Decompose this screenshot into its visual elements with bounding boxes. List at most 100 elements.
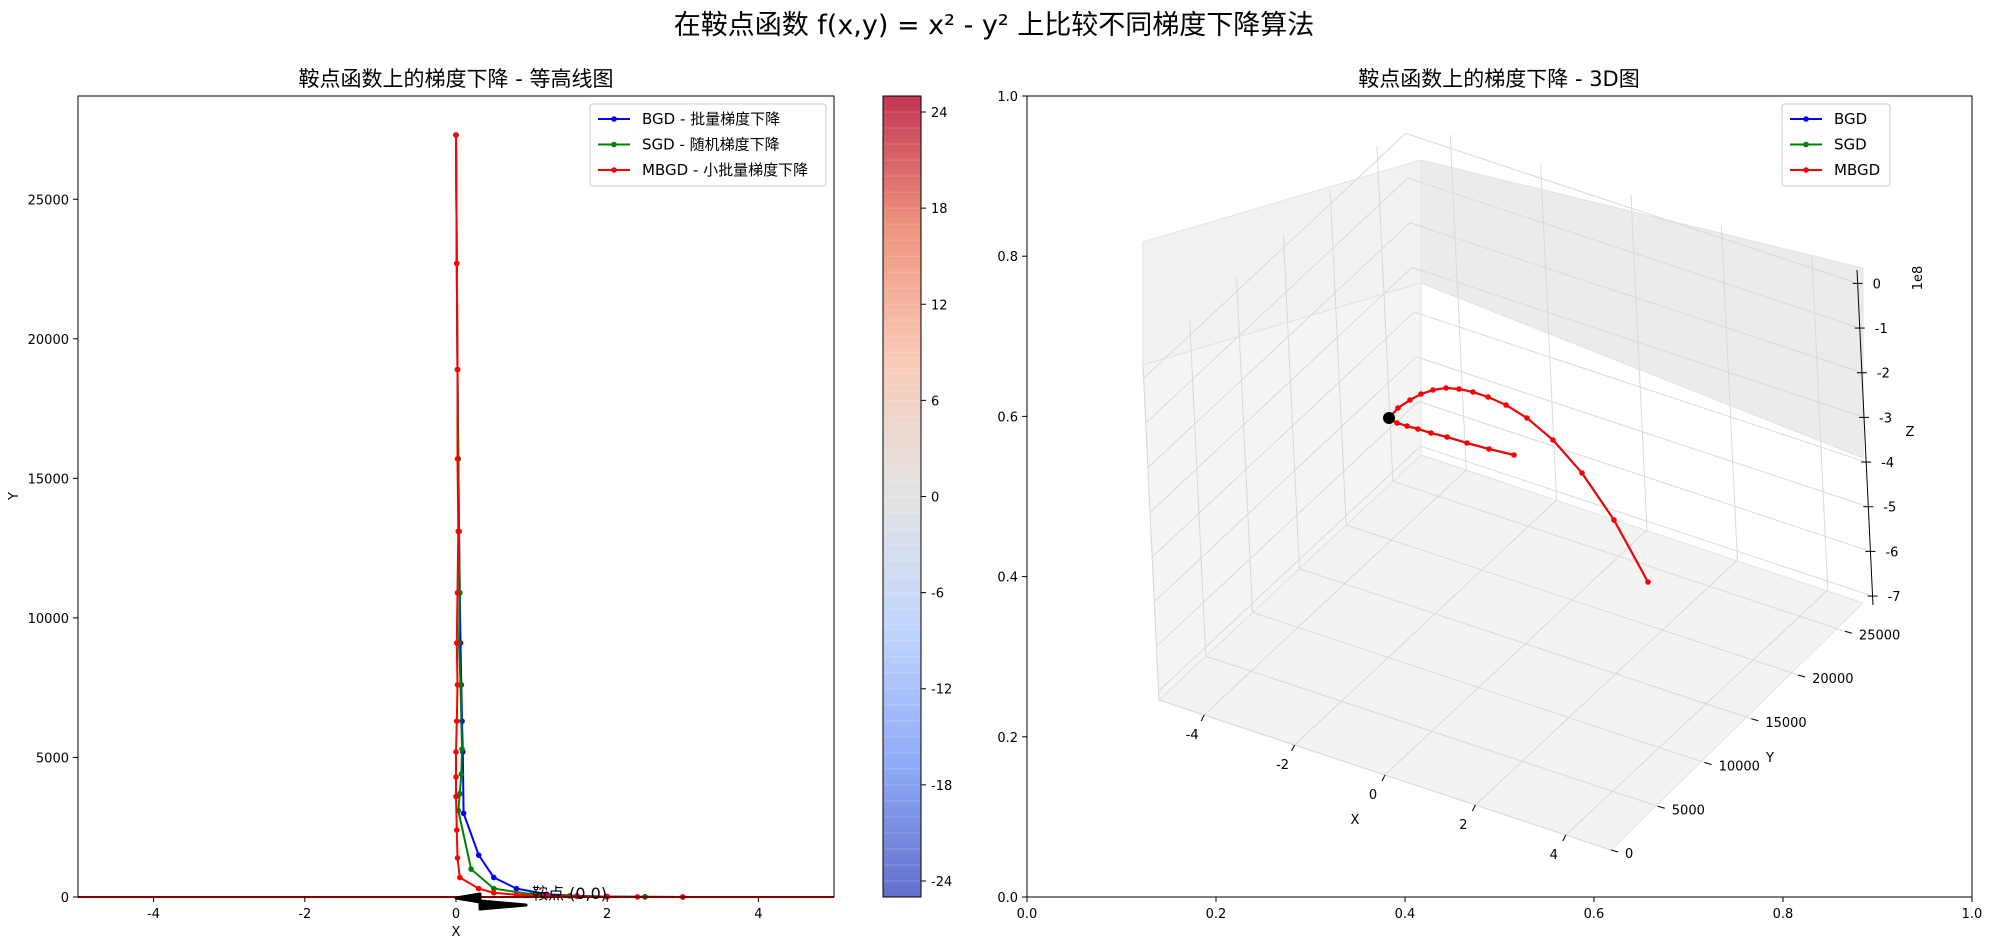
saddle-point-marker <box>1383 412 1395 424</box>
data-point-bgd <box>491 874 497 881</box>
left-wall-grid-y <box>1376 146 1394 482</box>
data-point-3d-mbgd <box>1415 426 1421 432</box>
data-point-3d-mbgd <box>1486 446 1492 452</box>
colorbar: 24 18 12 6 0 -6 -12 -18 -24 <box>882 95 952 898</box>
z-axis-label-3d: Z <box>1906 425 1915 440</box>
z-tick-label-3d: 0 <box>1873 277 1881 292</box>
legend-label-3d-bgd: BGD <box>1834 110 1867 128</box>
data-point-mbgd <box>453 260 460 267</box>
back-wall-grid-z <box>1405 132 1858 284</box>
x-tick-label: 4 <box>754 907 762 922</box>
y-tick-mark-3d <box>1844 630 1853 634</box>
data-point-sgd <box>459 746 465 752</box>
floor-grid-x <box>1294 499 1557 746</box>
frame-x-tick-label: 0.4 <box>1395 907 1416 922</box>
floor-grid-y <box>1299 568 1752 720</box>
left-legend-box <box>589 103 827 187</box>
x-tick-label: -4 <box>147 907 160 922</box>
left-x-ticks: -4 -2 0 2 4 <box>147 897 763 922</box>
back-wall-grid-x <box>1630 194 1648 531</box>
left-wall-grid-z <box>1156 401 1419 647</box>
legend-marker-3d-mbgd <box>1803 167 1809 173</box>
legend-label-3d-sgd: SGD <box>1834 136 1867 154</box>
data-point-mbgd <box>454 366 461 373</box>
data-point-bgd <box>460 810 467 817</box>
y-tick-label-3d: 15000 <box>1765 716 1806 731</box>
data-point-3d-mbgd <box>1404 423 1410 429</box>
floor-grid-x <box>1565 589 1829 836</box>
legend-marker-3d-bgd <box>1803 116 1809 122</box>
z-offset-label: 1e8 <box>1911 266 1926 291</box>
legend-label-3d-mbgd: MBGD <box>1834 161 1880 179</box>
x-tick-label-3d: 4 <box>1550 848 1558 863</box>
back-wall-grid-z <box>1414 311 1867 463</box>
colorbar-tick-label: -6 <box>931 587 944 602</box>
data-point-mbgd <box>453 793 459 800</box>
x-tick-mark-3d <box>1381 774 1386 782</box>
y-tick-label: 0 <box>61 891 69 906</box>
colorbar-gradient <box>883 96 921 897</box>
z-tick-label-3d: -2 <box>1877 367 1890 382</box>
floor-grid-x <box>1384 529 1648 776</box>
colorbar-tick-label: 12 <box>931 298 948 313</box>
floor-grid-x <box>1203 469 1467 716</box>
x-tick-mark-3d <box>1471 804 1476 812</box>
back-wall-grid-z <box>1409 222 1863 374</box>
data-point-mbgd <box>475 885 482 892</box>
back-wall-grid-x <box>1540 164 1558 501</box>
back-wall-grid-z <box>1411 266 1865 418</box>
frame-x-tick-label: 0.2 <box>1206 907 1227 922</box>
floor-grid-y <box>1252 612 1705 763</box>
data-point-mbgd <box>454 855 461 861</box>
data-point-mbgd <box>453 640 460 646</box>
data-point-mbgd <box>454 589 461 596</box>
data-point-mbgd <box>453 718 460 724</box>
colorbar-bands <box>883 111 921 882</box>
data-point-3d-mbgd <box>1485 394 1491 400</box>
y-tick-label-3d: 5000 <box>1672 803 1705 818</box>
back-wall-grid-z <box>1420 445 1873 597</box>
left-wall-grid-z <box>1143 133 1406 379</box>
x-tick-label: 0 <box>452 907 460 922</box>
y-tick-mark-3d <box>1704 762 1712 765</box>
y-tick-label: 15000 <box>28 472 69 487</box>
data-point-mbgd <box>453 774 459 780</box>
data-point-mbgd <box>491 890 497 896</box>
y-tick-mark-3d <box>1751 718 1759 722</box>
right-legend: BGD SGD MBGD <box>1781 103 1891 187</box>
x-tick-label-3d: 0 <box>1369 788 1377 803</box>
suptitle: 在鞍点函数 f(x,y) = x² - y² 上比较不同梯度下降算法 <box>674 10 1315 41</box>
data-point-mbgd <box>453 132 459 138</box>
data-point-3d-mbgd <box>1443 385 1449 391</box>
legend-marker-mbgd <box>611 167 617 173</box>
colorbar-tick-label: -24 <box>931 875 952 890</box>
colorbar-ticks: 24 18 12 6 0 -6 -12 -18 -24 <box>921 106 952 890</box>
floor-grid-x <box>1475 559 1738 806</box>
y-tick-label: 25000 <box>28 193 69 208</box>
left-wall-grid-z <box>1153 356 1417 603</box>
x-tick-label-3d: 2 <box>1459 818 1467 833</box>
frame-y-tick-label: 0.8 <box>997 250 1018 265</box>
left-wall-grid-z <box>1158 445 1421 692</box>
frame-y-tick-label: 0.4 <box>997 571 1018 586</box>
back-wall-grid-x <box>1720 224 1738 561</box>
data-point-mbgd <box>455 528 462 535</box>
x-tick-label-3d: -4 <box>1186 728 1199 743</box>
data-point-bgd <box>513 885 520 892</box>
colorbar-tick-label: -12 <box>931 683 952 698</box>
y-tick-label-3d: 20000 <box>1812 672 1853 687</box>
x-axis-label-3d: X <box>1351 813 1360 828</box>
data-point-mbgd <box>453 749 459 755</box>
frame-x-tick-label: 0.0 <box>1017 907 1038 922</box>
data-point-sgd <box>468 866 474 872</box>
data-point-3d-mbgd <box>1407 397 1413 403</box>
x-tick-label: -2 <box>298 907 311 922</box>
data-point-3d-mbgd <box>1394 420 1400 426</box>
back-wall-grid-z <box>1407 177 1860 329</box>
data-point-3d-mbgd <box>1524 415 1530 421</box>
data-point-mbgd <box>454 682 461 688</box>
x-tick-mark-3d <box>1200 714 1205 722</box>
right-trajectories <box>1386 385 1651 585</box>
frame-y-tick-label: 0.6 <box>997 410 1018 425</box>
